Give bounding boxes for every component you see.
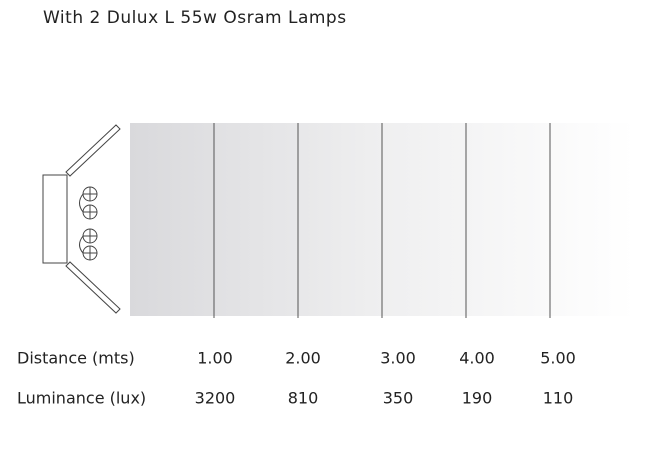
distance-lines <box>213 123 551 318</box>
cell: 5.00 <box>540 349 576 368</box>
table: Distance (mts) 1.00 2.00 3.00 4.00 5.00 Lumina… <box>17 349 576 408</box>
cell: 3.00 <box>380 349 416 368</box>
row-label: Distance (mts) <box>17 349 135 368</box>
cell: 4.00 <box>459 349 495 368</box>
cell: 2.00 <box>285 349 321 368</box>
cell: 3200 <box>195 389 236 408</box>
fixture-body <box>42 174 68 264</box>
reflector <box>65 124 121 177</box>
cell: 110 <box>543 389 574 408</box>
row-label: Luminance (lux) <box>17 389 146 408</box>
cell: 1.00 <box>197 349 233 368</box>
lamp-fixture <box>42 124 121 314</box>
cell: 810 <box>288 389 319 408</box>
title: With 2 Dulux L 55w Osram Lamps <box>43 8 347 28</box>
lamps <box>79 186 98 261</box>
reflector <box>65 261 121 314</box>
cell: 350 <box>383 389 414 408</box>
cell: 190 <box>462 389 493 408</box>
